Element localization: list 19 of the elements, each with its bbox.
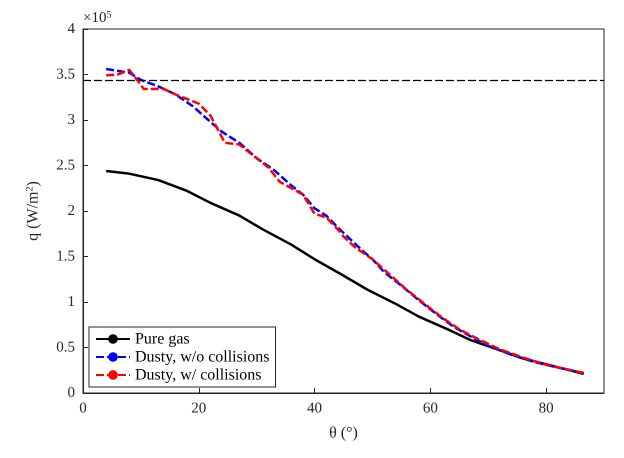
x-tick-label: 0 [79,400,87,416]
x-axis-title: θ (°) [329,424,358,442]
x-tick-label: 20 [191,400,206,416]
y-axis-title: q (W/m2) [24,181,42,241]
y-tick-label: 1.5 [56,248,75,264]
y-tick-label: 0 [68,385,75,401]
x-tick-label: 60 [422,400,438,416]
y-tick-label: 2.5 [56,158,75,174]
y-tick-label: 2 [68,203,75,219]
y-tick-label: 0.5 [56,340,75,356]
legend-label: Dusty, w/o collisions [135,348,270,366]
y-tick-label: 4 [68,21,76,37]
x-tick-label: 40 [307,400,322,416]
x-tick-label: 80 [538,400,554,416]
y-tick-label: 1 [68,294,75,310]
legend-label: Dusty, w/ collisions [135,366,262,384]
y-tick-label: 3 [68,112,75,128]
y-tick-label: 3.5 [56,66,75,82]
legend-label: Pure gas [135,330,190,348]
